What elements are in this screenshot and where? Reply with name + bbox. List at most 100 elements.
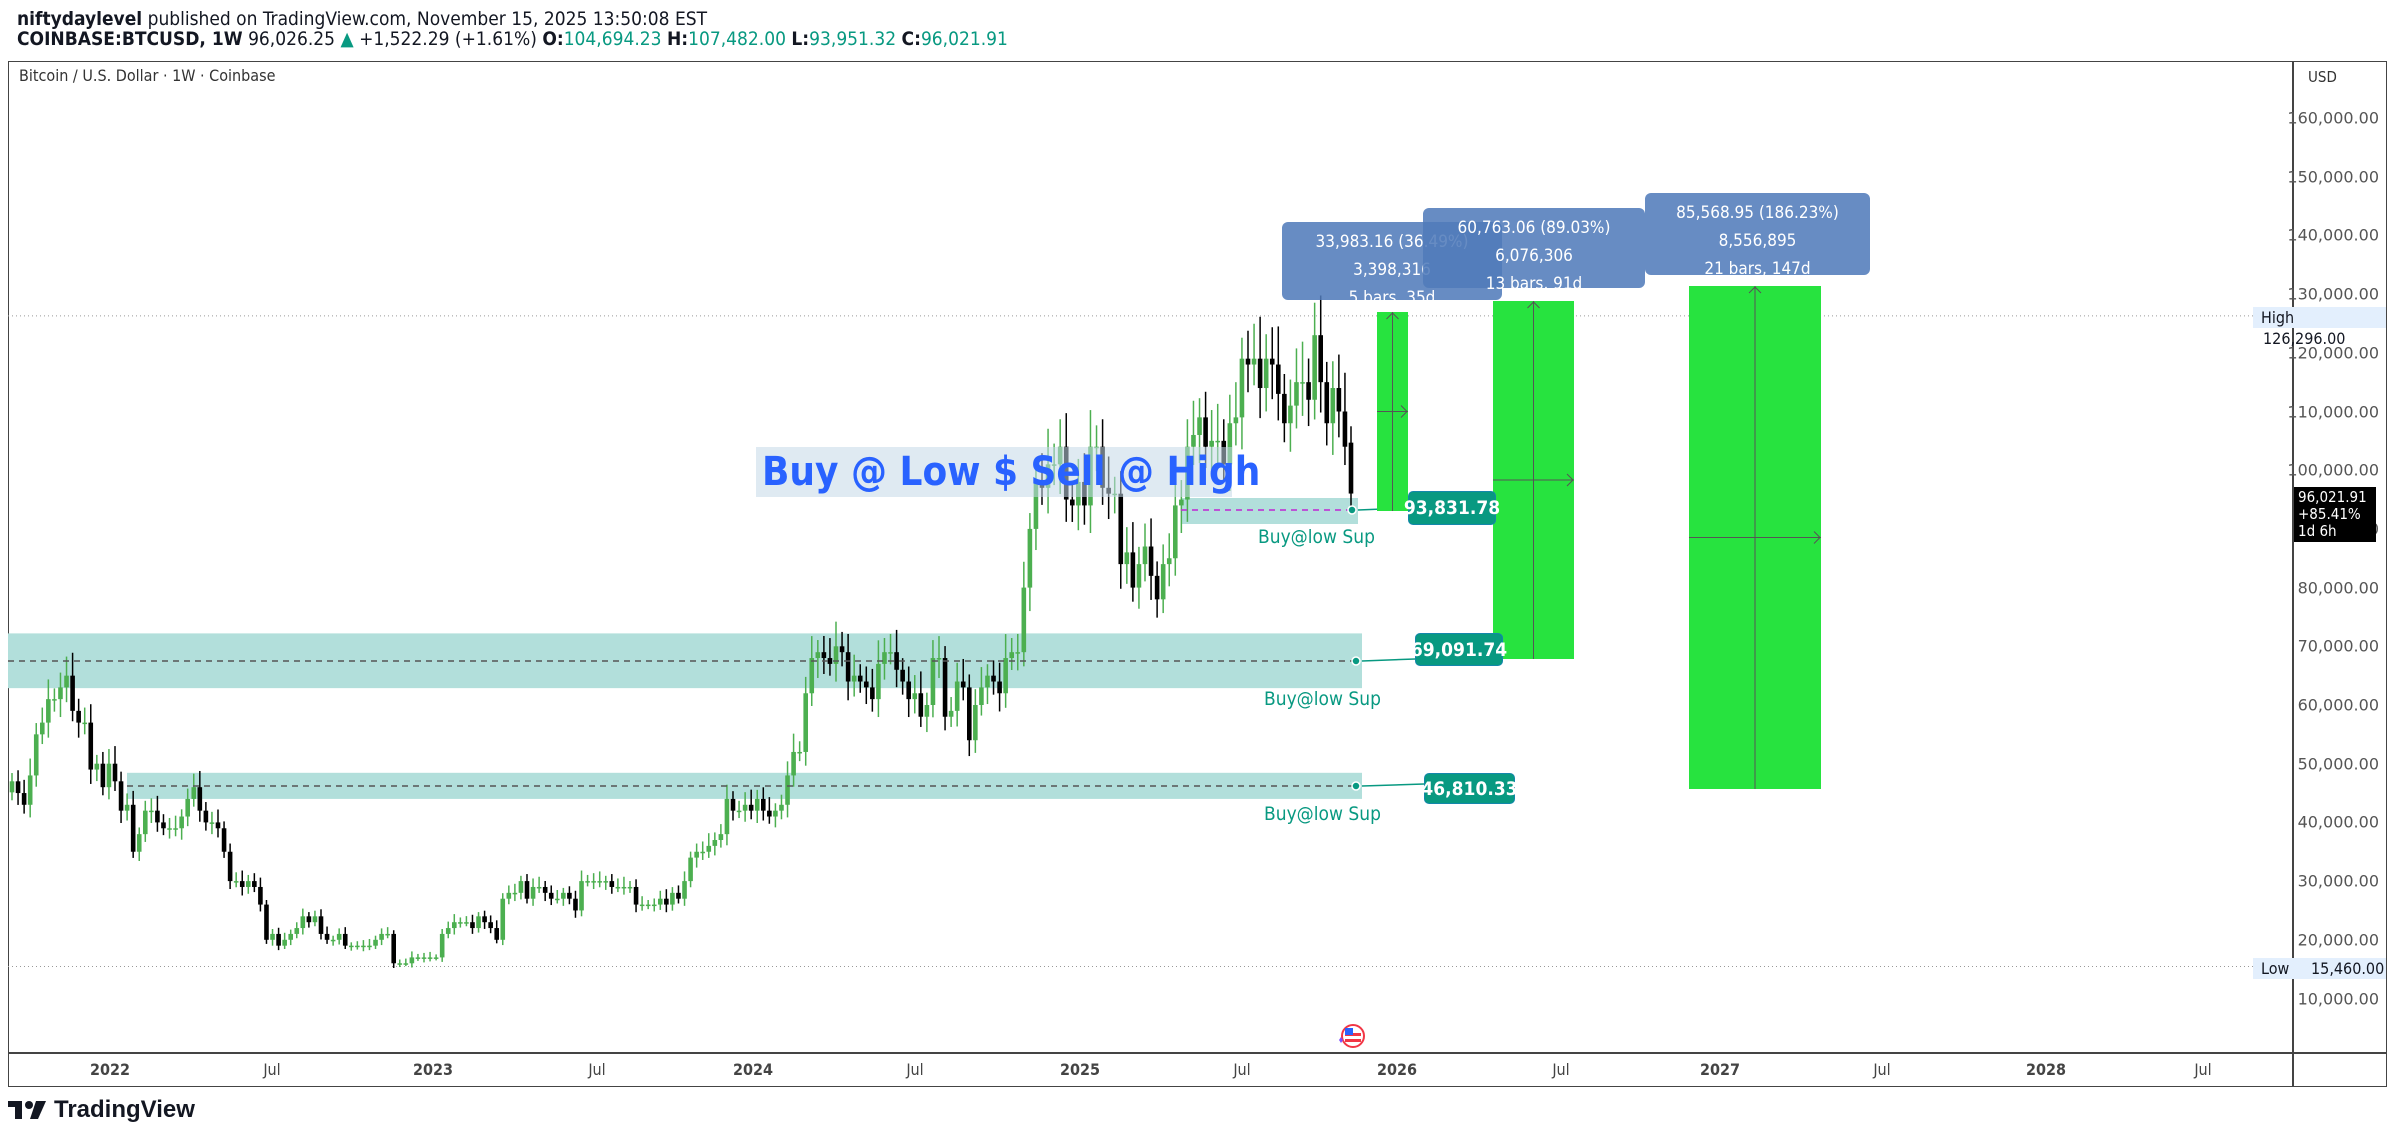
chart-frame[interactable] — [8, 61, 2387, 1087]
candle-body — [100, 763, 106, 788]
candle-body — [1009, 652, 1015, 659]
up-triangle-icon: ▲ — [340, 28, 354, 50]
candle-body — [239, 881, 245, 887]
candle-body — [1257, 358, 1263, 389]
symbol: COINBASE:BTCUSD, 1W — [17, 28, 243, 50]
candle-body — [815, 652, 821, 659]
support-label[interactable]: Buy@low Sup — [1264, 803, 1381, 825]
candle-body — [342, 933, 348, 946]
support-anchor-point — [1351, 781, 1361, 791]
support-label[interactable]: Buy@low Sup — [1258, 526, 1375, 548]
time-tick: Jul — [263, 1060, 281, 1079]
annotation-text[interactable]: Buy @ Low $ Sell @ High — [756, 447, 1260, 497]
candle-body — [27, 775, 33, 805]
current-price-label: 96,021.91 +85.41% 1d 6h — [2294, 487, 2376, 542]
candle-body — [427, 957, 433, 959]
candle-body — [118, 781, 124, 811]
tradingview-logo[interactable]: TradingView — [8, 1096, 195, 1124]
candle-body — [433, 957, 439, 959]
candle-body — [500, 898, 506, 940]
candle-body — [173, 828, 178, 830]
candle-body — [112, 763, 118, 782]
candle-body — [1282, 393, 1287, 424]
candle-body — [906, 681, 912, 700]
candle-body — [1166, 558, 1172, 565]
price-tick: 110,000.00 — [2287, 402, 2379, 421]
candle-body — [633, 886, 639, 905]
price-tick: 10,000.00 — [2297, 989, 2379, 1008]
candle-body — [1203, 417, 1208, 447]
high-label: H: — [666, 28, 689, 50]
low-price-label: Low 15,460.00 — [2253, 958, 2386, 979]
open-value: 104,694.23 — [563, 28, 662, 50]
us-flag-event-icon[interactable] — [1335, 1023, 1365, 1053]
candle-body — [1136, 564, 1142, 588]
author-name[interactable]: niftydaylevel — [17, 8, 143, 30]
support-zone — [1181, 498, 1358, 524]
symbol-info: COINBASE:BTCUSD, 1W 96,026.25 ▲ +1,522.2… — [17, 28, 1008, 50]
candle-body — [615, 886, 621, 889]
candle-body — [1124, 552, 1130, 565]
time-tick: 2022 — [89, 1060, 131, 1079]
candle-body — [676, 892, 681, 899]
low-value: 93,951.32 — [809, 28, 897, 50]
price-tick: 150,000.00 — [2287, 167, 2379, 187]
candle-body — [609, 881, 615, 887]
candle-body — [312, 916, 318, 923]
candle-body — [1179, 499, 1184, 506]
candle-body — [15, 781, 21, 794]
publish-info: niftydaylevel published on TradingView.c… — [17, 8, 707, 30]
support-label[interactable]: Buy@low Sup — [1264, 688, 1381, 710]
support-anchor-point — [1351, 656, 1361, 666]
support-price-tag[interactable]: 69,091.74 — [1411, 633, 1507, 666]
candle-body — [276, 933, 281, 946]
candle-body — [767, 810, 772, 817]
price-tick: 100,000.00 — [2287, 460, 2379, 480]
time-tick: 2026 — [1376, 1060, 1418, 1079]
candle-body — [554, 898, 560, 901]
candle-body — [591, 881, 596, 883]
candle-body — [1118, 493, 1124, 565]
measure-line1: 60,763.06 (89.03%) 6,076,306 — [1457, 218, 1611, 266]
candle-body — [930, 658, 936, 705]
candle-body — [409, 957, 415, 964]
support-price-tag[interactable]: 93,831.78 — [1404, 491, 1500, 525]
support-price-tag[interactable]: 46,810.33 — [1421, 773, 1518, 804]
candle-body — [58, 687, 63, 700]
candle-body — [300, 916, 306, 929]
close-label: C: — [901, 28, 921, 50]
measure-line1: 85,568.95 (186.23%) 8,556,895 — [1676, 203, 1839, 251]
last-price: 96,026.25 — [248, 28, 336, 50]
candle-body — [82, 722, 88, 725]
candle-body — [936, 658, 942, 660]
publish-date: published on TradingView.com, November 1… — [147, 8, 708, 30]
time-tick: Jul — [588, 1060, 606, 1079]
candle-body — [730, 798, 736, 811]
time-tick: Jul — [2194, 1060, 2212, 1079]
candle-body — [530, 886, 536, 899]
candle-body — [185, 798, 191, 817]
candle-body — [52, 699, 57, 701]
measure-info-box[interactable]: 85,568.95 (186.23%) 8,556,895 21 bars, 14… — [1645, 193, 1870, 279]
currency-label[interactable]: USD — [2308, 68, 2337, 86]
candle-body — [379, 933, 384, 940]
candle-body — [106, 763, 112, 788]
candle-body — [912, 693, 918, 700]
time-tick: Jul — [906, 1060, 924, 1079]
candle-body — [1033, 481, 1039, 529]
candle-body — [736, 810, 742, 813]
candle-body — [621, 886, 627, 889]
candle-body — [391, 933, 397, 964]
candle-body — [318, 916, 324, 934]
candle-body — [512, 892, 518, 895]
candle-body — [639, 904, 645, 907]
candle-body — [288, 933, 294, 940]
candle-body — [1191, 434, 1196, 447]
candle-body — [1263, 358, 1269, 389]
candle-body — [694, 851, 699, 858]
candle-body — [651, 904, 657, 907]
candle-body — [888, 652, 893, 654]
price-tick: 60,000.00 — [2297, 695, 2379, 715]
measure-info-box[interactable]: 60,763.06 (89.03%) 6,076,306 13 bars, 91d — [1423, 208, 1645, 294]
